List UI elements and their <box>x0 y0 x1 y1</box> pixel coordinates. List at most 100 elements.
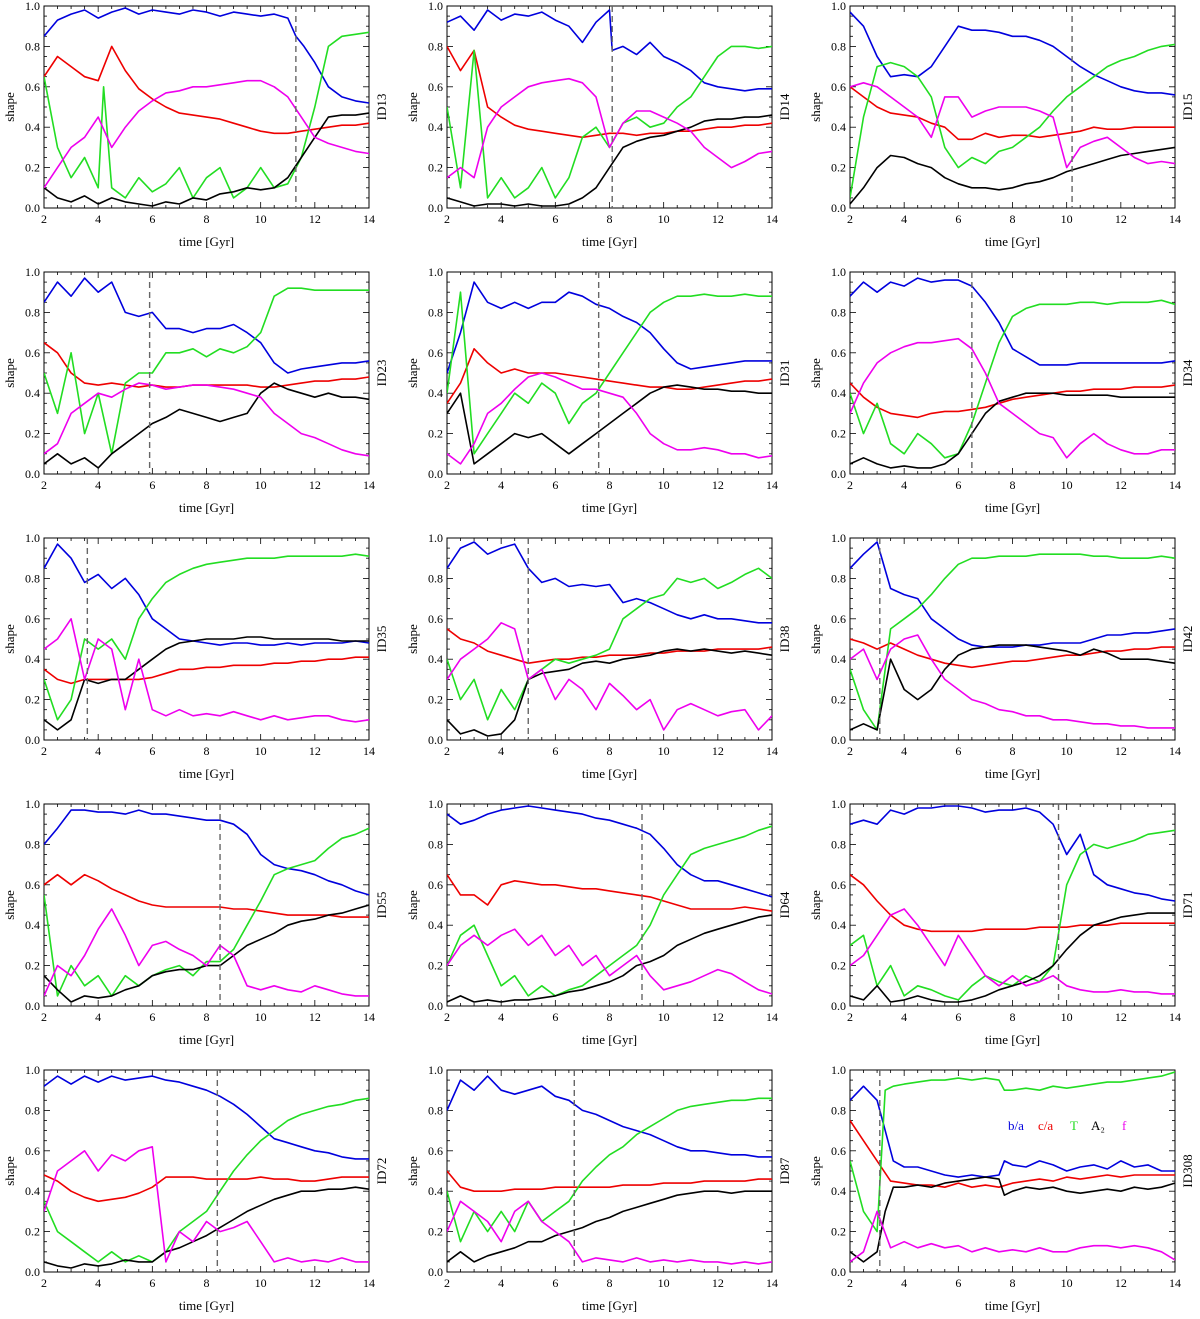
series-line-t-param <box>850 553 1175 731</box>
y-tick-label: 0.4 <box>25 1184 40 1198</box>
x-tick-label: 4 <box>901 744 907 758</box>
y-tick-label: 0.0 <box>25 1265 40 1279</box>
series-line-t-param <box>447 45 772 199</box>
x-tick-label: 8 <box>204 478 210 492</box>
y-tick-label: 0.0 <box>25 733 40 747</box>
x-tick-label: 2 <box>847 744 853 758</box>
series-line-t-param <box>850 299 1175 459</box>
x-tick-label: 6 <box>552 1276 558 1290</box>
x-tick-label: 2 <box>41 212 47 226</box>
series-line-a2-param <box>44 112 369 207</box>
series-line-f-param <box>850 1210 1175 1263</box>
y-tick-label: 0.8 <box>831 305 846 319</box>
x-tick-label: 6 <box>149 1276 155 1290</box>
series-line-t-param <box>447 567 772 721</box>
series-group <box>44 1075 369 1269</box>
y-tick-label: 0.4 <box>428 386 443 400</box>
panel-id14: 2 4 6 8 10 12 14 0.0 0.2 0.4 0.6 0.8 1.0 time [Gyr] sh… <box>405 0 792 249</box>
x-tick-label: 6 <box>955 744 961 758</box>
y-axis-label: shape <box>2 890 17 920</box>
y-tick-label: 1.0 <box>428 1063 443 1077</box>
y-tick-label: 1.0 <box>25 265 40 279</box>
panel-id71: 2 4 6 8 10 12 14 0.0 0.2 0.4 0.6 0.8 1.0 time [Gyr] sh… <box>808 797 1195 1047</box>
x-tick-label: 4 <box>95 212 101 226</box>
x-axis-label: time [Gyr] <box>985 500 1040 515</box>
series-line-c-over-a <box>44 1174 369 1203</box>
x-tick-label: 4 <box>498 478 504 492</box>
x-tick-label: 8 <box>1010 1276 1016 1290</box>
x-tick-label: 8 <box>1010 744 1016 758</box>
y-tick-label: 0.6 <box>831 612 846 626</box>
x-tick-label: 14 <box>766 1276 778 1290</box>
panel-id308: 2 4 6 8 10 12 14 0.0 0.2 0.4 0.6 0.8 1.0 time [Gyr] sh… <box>808 1063 1195 1313</box>
series-line-b-over-a <box>44 7 369 104</box>
x-axis-label: time [Gyr] <box>179 1298 234 1313</box>
panel-id15: 2 4 6 8 10 12 14 0.0 0.2 0.4 0.6 0.8 1.0 time [Gyr] sh… <box>808 0 1195 249</box>
series-line-t-param <box>44 31 369 199</box>
y-tick-label: 0.4 <box>831 1184 846 1198</box>
galaxy-id-label: ID23 <box>374 360 389 387</box>
y-tick-label: 0.2 <box>25 427 40 441</box>
galaxy-id-label: ID87 <box>777 1157 792 1184</box>
x-tick-label: 2 <box>41 1010 47 1024</box>
y-tick-label: 0.4 <box>25 386 40 400</box>
x-tick-label: 10 <box>658 1010 670 1024</box>
galaxy-id-label: ID55 <box>374 892 389 919</box>
series-line-f-param <box>850 908 1175 995</box>
x-tick-label: 4 <box>498 1276 504 1290</box>
x-tick-label: 14 <box>363 744 375 758</box>
y-tick-label: 0.8 <box>831 571 846 585</box>
series-line-a2-param <box>850 912 1175 1003</box>
y-tick-label: 0.6 <box>428 80 443 94</box>
y-tick-label: 0.2 <box>428 693 443 707</box>
x-axis-label: time [Gyr] <box>582 766 637 781</box>
y-tick-label: 0.4 <box>428 652 443 666</box>
galaxy-id-label: ID15 <box>1180 94 1195 121</box>
series-line-c-over-a <box>44 873 369 918</box>
x-tick-label: 6 <box>149 1010 155 1024</box>
x-tick-label: 4 <box>498 744 504 758</box>
x-tick-label: 10 <box>658 1276 670 1290</box>
x-axis-label: time [Gyr] <box>179 234 234 249</box>
series-line-a2-param <box>447 384 772 465</box>
x-tick-label: 14 <box>1169 1010 1181 1024</box>
y-tick-label: 0.4 <box>831 652 846 666</box>
panel-id72: 2 4 6 8 10 12 14 0.0 0.2 0.4 0.6 0.8 1.0 time [Gyr] sh… <box>2 1063 389 1313</box>
x-tick-label: 4 <box>901 212 907 226</box>
x-tick-label: 4 <box>498 212 504 226</box>
series-line-c-over-a <box>447 628 772 665</box>
y-tick-label: 1.0 <box>25 797 40 811</box>
y-tick-label: 0.6 <box>831 878 846 892</box>
galaxy-id-label: ID31 <box>777 360 792 387</box>
y-tick-label: 0.6 <box>25 346 40 360</box>
x-tick-label: 12 <box>712 1010 724 1024</box>
plot-frame <box>446 5 773 209</box>
series-line-f-param <box>44 908 369 997</box>
series-line-t-param <box>850 43 1175 199</box>
x-tick-label: 12 <box>1115 1276 1127 1290</box>
x-tick-label: 4 <box>95 1010 101 1024</box>
series-line-a2-param <box>447 1190 772 1263</box>
y-axis-label: shape <box>808 358 823 388</box>
panel-id55: 2 4 6 8 10 12 14 0.0 0.2 0.4 0.6 0.8 1.0 time [Gyr] sh… <box>2 797 389 1047</box>
x-tick-label: 8 <box>607 744 613 758</box>
x-axis-label: time [Gyr] <box>582 1032 637 1047</box>
y-tick-label: 0.0 <box>831 733 846 747</box>
series-line-b-over-a <box>44 1075 369 1160</box>
y-tick-label: 0.0 <box>25 467 40 481</box>
galaxy-id-label: ID35 <box>374 626 389 653</box>
series-line-c-over-a <box>447 46 772 139</box>
y-tick-label: 0.6 <box>25 1144 40 1158</box>
y-tick-label: 0.2 <box>25 693 40 707</box>
y-tick-label: 0.2 <box>831 161 846 175</box>
series-line-c-over-a <box>44 656 369 685</box>
x-axis-label: time [Gyr] <box>582 500 637 515</box>
x-tick-label: 8 <box>204 1276 210 1290</box>
x-tick-label: 2 <box>847 212 853 226</box>
x-tick-label: 10 <box>255 1010 267 1024</box>
x-tick-label: 10 <box>255 744 267 758</box>
x-tick-label: 14 <box>766 478 778 492</box>
series-line-a2-param <box>850 644 1175 731</box>
y-tick-label: 0.8 <box>428 1103 443 1117</box>
